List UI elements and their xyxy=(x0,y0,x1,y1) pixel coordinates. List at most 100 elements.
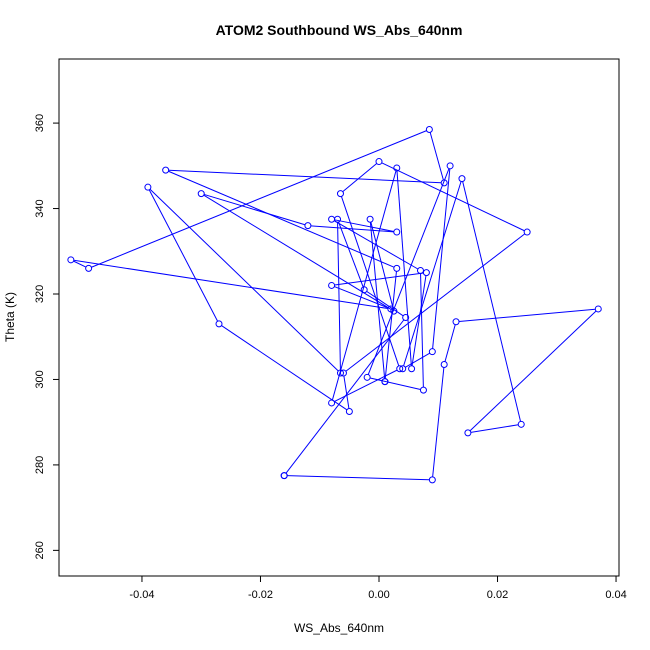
data-point xyxy=(339,369,347,377)
series-segment xyxy=(429,132,444,181)
series-segment xyxy=(345,233,526,372)
series-segment xyxy=(91,130,427,268)
data-point xyxy=(399,365,407,373)
chart-title: ATOM2 Southbound WS_Abs_640nm xyxy=(216,22,463,38)
data-point xyxy=(464,429,472,437)
y-axis: 260 280 300 320 340 360 xyxy=(34,114,59,560)
series-segment xyxy=(338,221,364,288)
x-tick-label: 0.04 xyxy=(605,589,626,601)
series-segment xyxy=(168,169,442,184)
data-point xyxy=(328,399,336,407)
data-point xyxy=(328,281,336,289)
series-segment xyxy=(381,162,525,232)
data-series xyxy=(67,126,602,484)
series-segment xyxy=(367,168,450,375)
x-axis: -0.04 -0.02 0.00 0.02 0.04 xyxy=(129,576,627,601)
data-point xyxy=(422,269,430,277)
series-segment xyxy=(203,194,392,310)
series-segment xyxy=(366,290,404,317)
data-point xyxy=(517,420,525,428)
data-point xyxy=(452,318,460,326)
data-point xyxy=(336,369,344,377)
x-axis-label: WS_Abs_640nm xyxy=(294,621,384,635)
y-tick-label: 260 xyxy=(34,541,46,559)
series-segment xyxy=(462,181,522,422)
data-point xyxy=(336,190,344,198)
plot-frame xyxy=(58,58,620,577)
data-point xyxy=(594,305,602,313)
x-tick-label: -0.02 xyxy=(248,589,273,601)
series-segment xyxy=(168,170,395,268)
data-point xyxy=(387,305,395,313)
data-point xyxy=(428,476,436,484)
series-segment xyxy=(469,310,597,432)
y-tick-label: 360 xyxy=(34,114,46,132)
x-tick-label: 0.02 xyxy=(487,589,508,601)
series-segment xyxy=(73,260,87,268)
series-segment xyxy=(396,170,412,366)
data-point xyxy=(360,286,368,294)
data-point xyxy=(381,378,389,386)
data-point xyxy=(85,264,93,272)
data-point xyxy=(280,472,288,480)
data-point xyxy=(402,314,410,321)
data-point xyxy=(440,179,448,187)
series-segment xyxy=(411,275,427,366)
data-point xyxy=(425,126,433,133)
data-point xyxy=(375,158,383,166)
series-segment xyxy=(287,475,430,481)
series-segment xyxy=(444,324,456,362)
data-point xyxy=(334,215,342,223)
data-point xyxy=(197,190,205,198)
data-point xyxy=(363,373,371,381)
data-point xyxy=(345,408,353,415)
data-point xyxy=(440,361,448,368)
data-point xyxy=(419,386,427,394)
series-segment xyxy=(203,193,306,226)
data-point xyxy=(446,162,454,170)
y-tick-label: 320 xyxy=(34,285,46,303)
series-segment xyxy=(405,352,430,368)
series-segment xyxy=(149,188,339,372)
series-segment xyxy=(334,219,394,232)
series-segment xyxy=(337,222,341,371)
data-point xyxy=(366,215,374,223)
series-segment xyxy=(384,271,397,379)
y-axis-label: Theta (K) xyxy=(3,292,17,342)
series-segment xyxy=(342,163,378,193)
series-segment xyxy=(331,170,397,401)
data-point xyxy=(408,365,416,373)
data-point xyxy=(328,215,336,223)
data-point xyxy=(144,183,152,191)
data-point xyxy=(67,256,75,264)
data-point xyxy=(523,228,531,236)
series-segment xyxy=(403,181,462,367)
series-segment xyxy=(432,168,451,349)
y-tick-label: 300 xyxy=(34,370,46,388)
data-point xyxy=(215,320,223,328)
series-segment xyxy=(221,325,348,411)
data-point xyxy=(393,164,401,172)
data-point xyxy=(304,222,312,230)
data-point xyxy=(393,228,401,236)
series-segment xyxy=(334,272,424,286)
data-point xyxy=(458,175,466,183)
data-point xyxy=(428,348,436,356)
series-segment xyxy=(432,367,445,477)
series-segment xyxy=(369,222,386,379)
series-segment xyxy=(470,424,519,433)
data-point xyxy=(393,264,401,272)
series-segment xyxy=(343,375,350,409)
series-segment xyxy=(420,273,424,388)
y-tick-label: 280 xyxy=(34,456,46,474)
data-point xyxy=(416,267,424,274)
data-point xyxy=(162,166,170,174)
series-segment xyxy=(458,308,596,323)
series-segment xyxy=(370,222,394,309)
series-segment xyxy=(148,189,219,322)
data-point xyxy=(396,365,404,373)
x-tick-label: 0.00 xyxy=(368,589,389,601)
series-segment xyxy=(285,319,405,474)
series-segment xyxy=(73,259,388,309)
